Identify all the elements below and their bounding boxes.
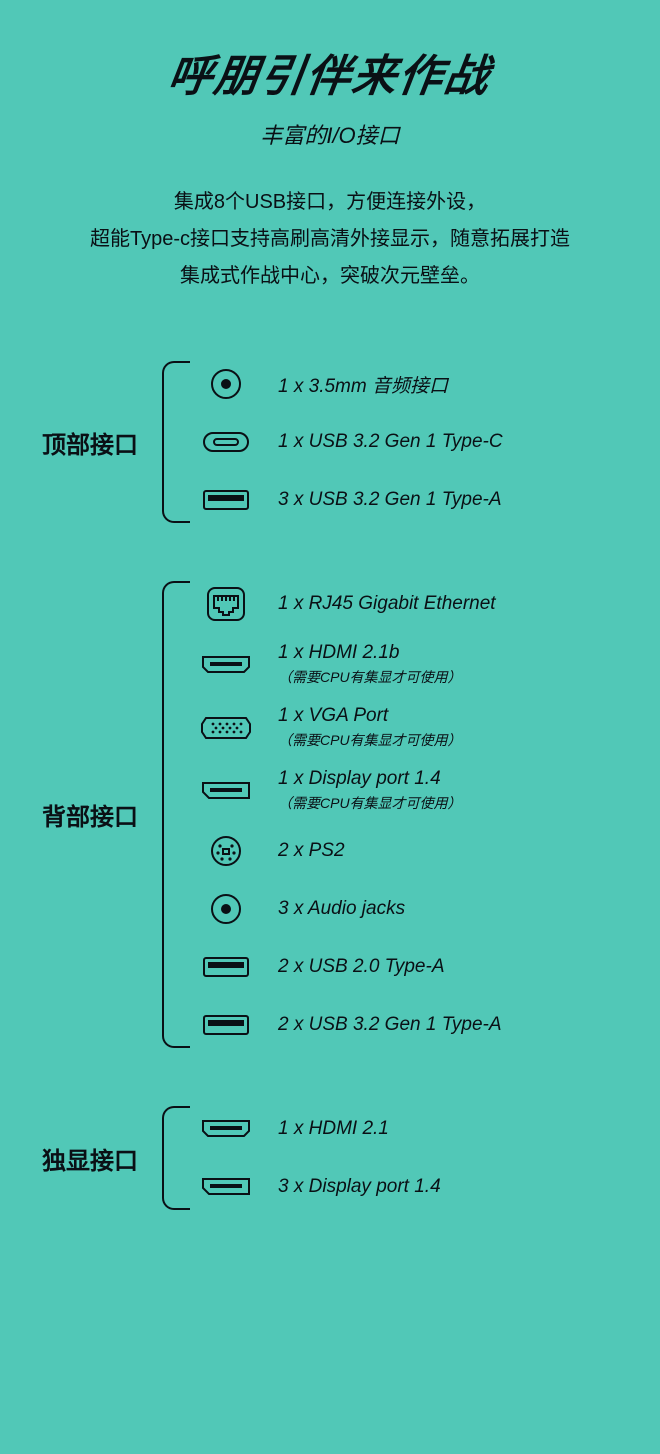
port-row: 3 x USB 3.2 Gen 1 Type-A bbox=[196, 471, 630, 529]
section-title: 背部接口 bbox=[30, 797, 150, 832]
dp-icon bbox=[196, 771, 256, 811]
section-title: 顶部接口 bbox=[30, 425, 150, 460]
port-text: 3 x Audio jacks bbox=[256, 898, 405, 920]
port-row: 2 x USB 3.2 Gen 1 Type-A bbox=[196, 996, 630, 1054]
desc-line: 集成8个USB接口，方便连接外设， bbox=[40, 184, 620, 221]
port-label: 1 x USB 3.2 Gen 1 Type-C bbox=[278, 431, 503, 453]
port-label: 2 x PS2 bbox=[278, 840, 345, 862]
ps2-icon bbox=[196, 831, 256, 871]
bracket bbox=[162, 1106, 190, 1210]
usba-icon bbox=[196, 947, 256, 987]
hdmi-icon bbox=[196, 645, 256, 685]
port-row: 1 x HDMI 2.1b （需要CPU有集显才可使用） bbox=[196, 633, 630, 696]
port-rows: 1 x 3.5mm 音频接口 1 x USB 3.2 Gen 1 Type-C 3 … bbox=[196, 355, 630, 529]
port-row: 1 x Display port 1.4 （需要CPU有集显才可使用） bbox=[196, 759, 630, 822]
port-label: 1 x VGA Port bbox=[278, 705, 462, 727]
port-rows: 1 x RJ45 Gigabit Ethernet 1 x HDMI 2.1b （需… bbox=[196, 575, 630, 1054]
audio-icon bbox=[196, 364, 256, 404]
port-row: 1 x VGA Port （需要CPU有集显才可使用） bbox=[196, 696, 630, 759]
port-row: 2 x USB 2.0 Type-A bbox=[196, 938, 630, 996]
usba-icon bbox=[196, 1005, 256, 1045]
audio-icon bbox=[196, 889, 256, 929]
port-label: 1 x Display port 1.4 bbox=[278, 768, 462, 790]
port-text: 3 x Display port 1.4 bbox=[256, 1176, 441, 1198]
port-row: 1 x USB 3.2 Gen 1 Type-C bbox=[196, 413, 630, 471]
port-section: 顶部接口 1 x 3.5mm 音频接口 1 x USB 3.2 Gen 1 Type… bbox=[30, 355, 630, 529]
port-section: 独显接口 1 x HDMI 2.1 3 x Display port 1.4 bbox=[30, 1100, 630, 1216]
port-label: 3 x USB 3.2 Gen 1 Type-A bbox=[278, 489, 502, 511]
port-label: 1 x HDMI 2.1b bbox=[278, 642, 462, 664]
port-row: 3 x Audio jacks bbox=[196, 880, 630, 938]
port-note: （需要CPU有集显才可使用） bbox=[278, 793, 462, 813]
port-text: 3 x USB 3.2 Gen 1 Type-A bbox=[256, 489, 502, 511]
port-note: （需要CPU有集显才可使用） bbox=[278, 730, 462, 750]
port-label: 1 x 3.5mm 音频接口 bbox=[278, 371, 448, 398]
description: 集成8个USB接口，方便连接外设， 超能Type-c接口支持高刷高清外接显示，随… bbox=[30, 184, 630, 295]
desc-line: 集成式作战中心，突破次元壁垒。 bbox=[40, 258, 620, 295]
port-label: 2 x USB 2.0 Type-A bbox=[278, 956, 445, 978]
port-row: 2 x PS2 bbox=[196, 822, 630, 880]
port-text: 2 x PS2 bbox=[256, 840, 345, 862]
port-row: 1 x HDMI 2.1 bbox=[196, 1100, 630, 1158]
dp-icon bbox=[196, 1167, 256, 1207]
typec-icon bbox=[196, 422, 256, 462]
port-text: 1 x VGA Port （需要CPU有集显才可使用） bbox=[256, 705, 462, 750]
port-label: 1 x HDMI 2.1 bbox=[278, 1118, 389, 1140]
port-text: 1 x HDMI 2.1b （需要CPU有集显才可使用） bbox=[256, 642, 462, 687]
desc-line: 超能Type-c接口支持高刷高清外接显示，随意拓展打造 bbox=[40, 221, 620, 258]
port-text: 1 x USB 3.2 Gen 1 Type-C bbox=[256, 431, 503, 453]
port-text: 1 x RJ45 Gigabit Ethernet bbox=[256, 593, 496, 615]
port-label: 3 x Display port 1.4 bbox=[278, 1176, 441, 1198]
rj45-icon bbox=[196, 584, 256, 624]
port-label: 3 x Audio jacks bbox=[278, 898, 405, 920]
hdmi-icon bbox=[196, 1109, 256, 1149]
port-label: 1 x RJ45 Gigabit Ethernet bbox=[278, 593, 496, 615]
vga-icon bbox=[196, 708, 256, 748]
port-text: 2 x USB 3.2 Gen 1 Type-A bbox=[256, 1014, 502, 1036]
port-text: 1 x HDMI 2.1 bbox=[256, 1118, 389, 1140]
port-section: 背部接口 1 x RJ45 Gigabit Ethernet 1 x HDMI 2.… bbox=[30, 575, 630, 1054]
port-row: 1 x RJ45 Gigabit Ethernet bbox=[196, 575, 630, 633]
port-text: 1 x Display port 1.4 （需要CPU有集显才可使用） bbox=[256, 768, 462, 813]
port-text: 1 x 3.5mm 音频接口 bbox=[256, 371, 448, 398]
port-rows: 1 x HDMI 2.1 3 x Display port 1.4 bbox=[196, 1100, 630, 1216]
usba-icon bbox=[196, 480, 256, 520]
port-text: 2 x USB 2.0 Type-A bbox=[256, 956, 445, 978]
port-label: 2 x USB 3.2 Gen 1 Type-A bbox=[278, 1014, 502, 1036]
bracket bbox=[162, 361, 190, 523]
port-row: 3 x Display port 1.4 bbox=[196, 1158, 630, 1216]
bracket bbox=[162, 581, 190, 1048]
section-title: 独显接口 bbox=[30, 1141, 150, 1176]
subheadline: 丰富的I/O接口 bbox=[30, 118, 630, 150]
port-note: （需要CPU有集显才可使用） bbox=[278, 667, 462, 687]
port-row: 1 x 3.5mm 音频接口 bbox=[196, 355, 630, 413]
headline: 呼朋引伴来作战 bbox=[26, 40, 635, 104]
